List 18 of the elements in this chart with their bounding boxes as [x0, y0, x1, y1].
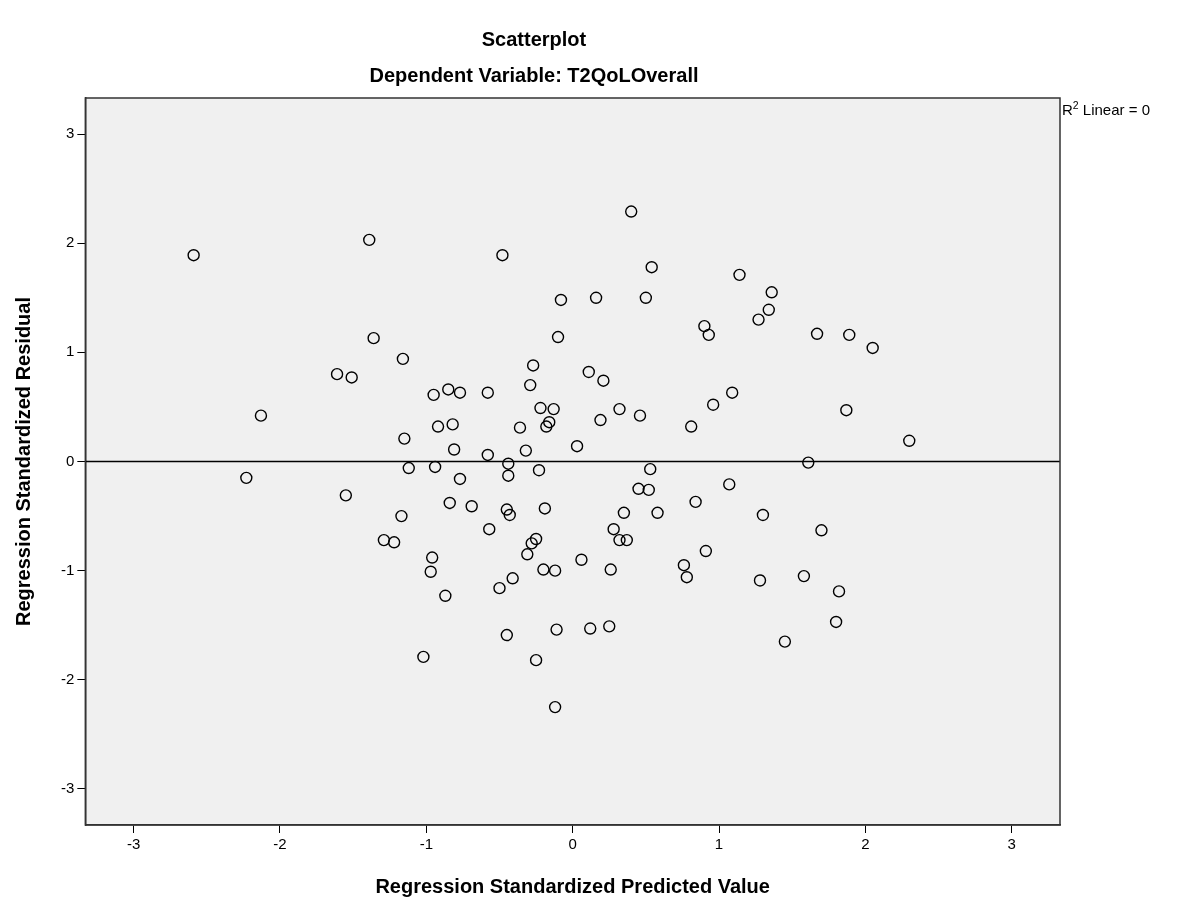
x-tick-label: -3 — [126, 835, 141, 853]
x-tick-label: 2 — [861, 835, 870, 853]
y-tick-label: 0 — [65, 451, 75, 469]
x-axis-title: Regression Standardized Predicted Value — [375, 874, 770, 897]
y-tick-label: 2 — [65, 233, 75, 251]
y-axis-title: Regression Standardized Residual — [11, 297, 34, 626]
y-tick-label: -1 — [60, 560, 75, 578]
x-tick-label: -1 — [419, 835, 433, 853]
y-tick-label: 3 — [65, 124, 75, 142]
y-tick-label: -3 — [60, 779, 75, 797]
y-tick-label: -2 — [60, 669, 75, 687]
x-tick-label: 3 — [1007, 835, 1016, 853]
y-tick-label: 1 — [65, 342, 75, 360]
x-tick-label: 0 — [568, 835, 577, 853]
x-tick-label: 1 — [714, 835, 724, 853]
x-tick-label: -2 — [273, 835, 287, 853]
chart-title: Scatterplot — [481, 27, 587, 50]
chart-subtitle: Dependent Variable: T2QoLOverall — [369, 63, 699, 86]
